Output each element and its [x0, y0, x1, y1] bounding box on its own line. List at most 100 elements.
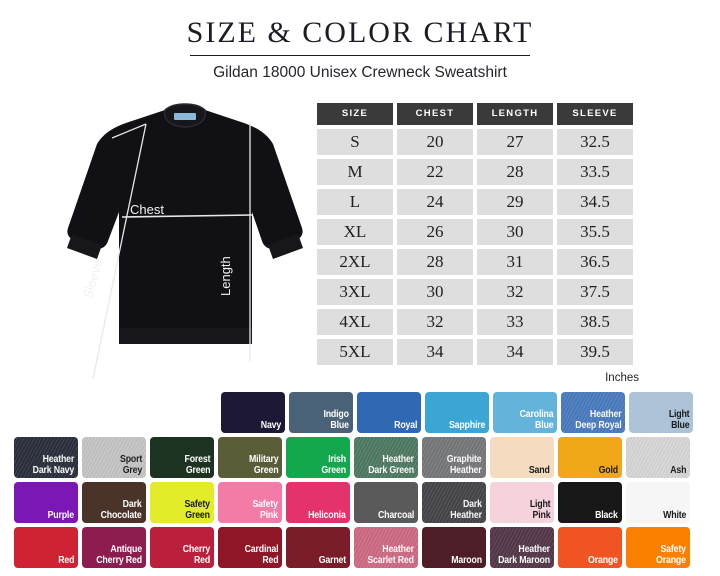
color-swatch-label: Safety Orange: [656, 544, 686, 566]
shoulder-measure-line: [111, 123, 147, 139]
units-note: Inches: [605, 372, 639, 384]
color-swatch[interactable]: Irish Green: [286, 437, 350, 478]
color-swatch-label: Heather Dark Maroon: [498, 544, 550, 566]
page-subtitle: Gildan 18000 Unisex Crewneck Sweatshirt: [213, 64, 507, 81]
color-swatch-label: Charcoal: [377, 510, 414, 521]
color-swatch-label: Sapphire: [448, 420, 485, 431]
color-swatch-label: Safety Pink: [252, 499, 279, 521]
color-swatch[interactable]: Heather Dark Maroon: [490, 527, 554, 568]
title-divider: [190, 55, 530, 56]
cell-sleeve: 37.5: [557, 279, 633, 305]
color-swatch-label: White: [662, 510, 686, 521]
cell-length: 27: [477, 129, 553, 155]
color-swatch[interactable]: Indigo Blue: [289, 392, 353, 433]
color-swatch[interactable]: Safety Pink: [218, 482, 282, 523]
color-swatch[interactable]: Sand: [490, 437, 554, 478]
color-swatch-label: Light Blue: [668, 409, 689, 431]
color-swatch-label: Royal: [393, 420, 417, 431]
color-swatch[interactable]: Dark Heather: [422, 482, 486, 523]
color-swatch[interactable]: Sport Grey: [82, 437, 146, 478]
cell-sleeve: 38.5: [557, 309, 633, 335]
sleeve-measure-line: [92, 123, 147, 380]
chest-measure-label: Chest: [130, 202, 164, 217]
cell-chest: 28: [397, 249, 473, 275]
color-swatch-label: Maroon: [451, 555, 482, 566]
column-header-length: LENGTH: [477, 103, 553, 125]
color-swatch-label: Heather Deep Royal: [574, 409, 621, 431]
color-swatch[interactable]: Royal: [357, 392, 421, 433]
color-swatch[interactable]: White: [626, 482, 690, 523]
color-swatch[interactable]: Purple: [14, 482, 78, 523]
color-swatch-label: Heather Dark Navy: [32, 454, 75, 476]
cell-size: 2XL: [317, 249, 393, 275]
color-swatch[interactable]: Military Green: [218, 437, 282, 478]
size-table: SIZE CHEST LENGTH SLEEVE S 20 27 32.5 M 22 28 33.5 L…: [317, 103, 639, 369]
column-header-chest: CHEST: [397, 103, 473, 125]
color-swatch-label: Cherry Red: [182, 544, 210, 566]
color-swatch[interactable]: Dark Chocolate: [82, 482, 146, 523]
color-swatch[interactable]: Cardinal Red: [218, 527, 282, 568]
color-swatch[interactable]: Maroon: [422, 527, 486, 568]
table-row: 2XL 28 31 36.5: [317, 249, 639, 275]
chart-header: SIZE & COLOR CHART Gildan 18000 Unisex C…: [0, 18, 720, 82]
color-swatch[interactable]: Light Pink: [490, 482, 554, 523]
color-swatch-label: Purple: [47, 510, 75, 521]
color-swatch-label: Antique Cherry Red: [96, 544, 142, 566]
color-swatch[interactable]: Garnet: [286, 527, 350, 568]
color-swatch[interactable]: Safety Orange: [626, 527, 690, 568]
swatch-row: Heather Dark Navy Sport Grey Forest Green M…: [14, 437, 706, 478]
waistband: [119, 328, 252, 344]
color-swatch-label: Black: [595, 510, 618, 521]
color-swatch[interactable]: Heather Scarlet Red: [354, 527, 418, 568]
cell-length: 34: [477, 339, 553, 365]
color-swatch[interactable]: Heliconia: [286, 482, 350, 523]
sweatshirt-illustration: Chest Sleeve Length: [62, 96, 308, 388]
color-swatch[interactable]: Charcoal: [354, 482, 418, 523]
color-swatch[interactable]: Graphite Heather: [422, 437, 486, 478]
color-swatch[interactable]: Safety Green: [150, 482, 214, 523]
color-swatch[interactable]: Navy: [221, 392, 285, 433]
cuff-right: [268, 234, 303, 259]
cell-size: L: [317, 189, 393, 215]
size-table-header-row: SIZE CHEST LENGTH SLEEVE: [317, 103, 639, 125]
color-swatch[interactable]: Carolina Blue: [493, 392, 557, 433]
cell-chest: 24: [397, 189, 473, 215]
color-swatch-label: Gold: [598, 465, 619, 476]
color-swatch[interactable]: Light Blue: [629, 392, 693, 433]
color-swatch[interactable]: Sapphire: [425, 392, 489, 433]
cell-sleeve: 36.5: [557, 249, 633, 275]
cell-length: 28: [477, 159, 553, 185]
swatch-row: Red Antique Cherry Red Cherry Red Cardinal …: [14, 527, 706, 568]
swatch-row: Navy Indigo Blue Royal Sapphire Carolina Blu…: [14, 392, 706, 433]
color-swatch[interactable]: Antique Cherry Red: [82, 527, 146, 568]
cell-size: 3XL: [317, 279, 393, 305]
cell-size: S: [317, 129, 393, 155]
color-swatch[interactable]: Gold: [558, 437, 622, 478]
color-swatch[interactable]: Heather Deep Royal: [561, 392, 625, 433]
swatch-row: Purple Dark Chocolate Safety Green Safety P…: [14, 482, 706, 523]
neck-label: [174, 113, 196, 120]
color-swatch[interactable]: Forest Green: [150, 437, 214, 478]
color-swatch[interactable]: Red: [14, 527, 78, 568]
color-swatch-label: Dark Heather: [450, 499, 482, 521]
color-swatch-label: Red: [57, 555, 74, 566]
color-swatch-label: Heliconia: [308, 510, 346, 521]
table-row: XL 26 30 35.5: [317, 219, 639, 245]
cell-size: 4XL: [317, 309, 393, 335]
color-swatch[interactable]: Ash: [626, 437, 690, 478]
color-swatch[interactable]: Black: [558, 482, 622, 523]
color-swatch[interactable]: Orange: [558, 527, 622, 568]
cell-chest: 30: [397, 279, 473, 305]
cell-length: 33: [477, 309, 553, 335]
color-swatch-label: Light Pink: [529, 499, 550, 521]
color-swatch-label: Garnet: [318, 555, 346, 566]
color-swatch-label: Heather Dark Green: [368, 454, 414, 476]
color-swatch[interactable]: Heather Dark Green: [354, 437, 418, 478]
color-swatch[interactable]: Heather Dark Navy: [14, 437, 78, 478]
cell-length: 32: [477, 279, 553, 305]
chest-measure-line: [121, 214, 253, 218]
cell-size: XL: [317, 219, 393, 245]
color-swatch-label: Navy: [260, 420, 282, 431]
color-swatch[interactable]: Cherry Red: [150, 527, 214, 568]
cell-sleeve: 39.5: [557, 339, 633, 365]
